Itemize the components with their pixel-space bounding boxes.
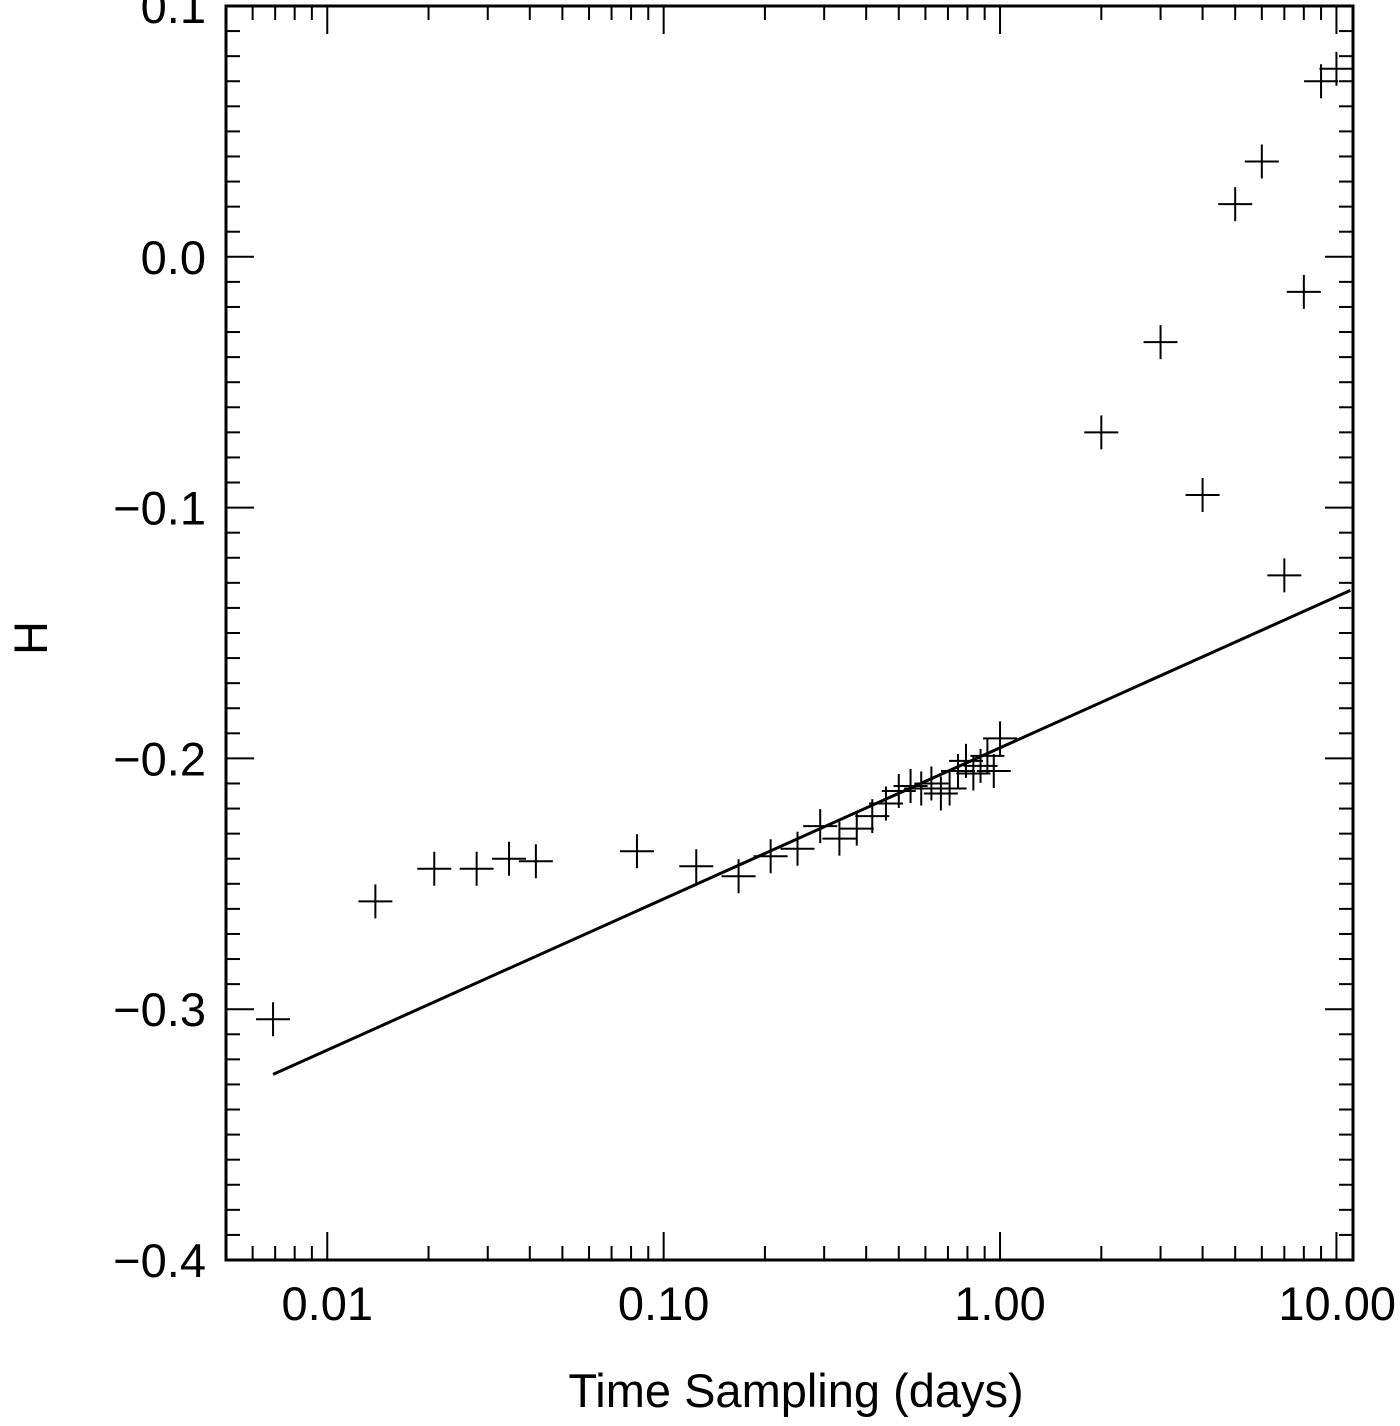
data-point-plus-marker [803, 809, 838, 844]
y-tick-label: 0.0 [141, 231, 206, 284]
data-point-plus-marker [518, 844, 553, 879]
data-point-plus-marker [256, 1002, 291, 1037]
y-tick-label: −0.2 [113, 732, 206, 785]
x-tick-label: 0.01 [282, 1277, 373, 1330]
data-point-plus-marker [1304, 64, 1339, 99]
y-axis-title: H [4, 621, 57, 655]
fit-line [272, 589, 1352, 1076]
data-point-plus-marker [619, 834, 654, 869]
data-point-plus-marker [492, 841, 527, 876]
data-point-plus-marker [970, 738, 1005, 773]
plot-layer: 0.1 0.0 −0.1 −0.2 −0.3 −0.4 0.01 0.10 1.00 10.00 [113, 0, 1396, 1330]
data-point-plus-marker [1244, 144, 1279, 179]
data-point-plus-marker [1143, 325, 1178, 360]
data-point-plus-marker [976, 753, 1011, 788]
y-tick-label: 0.1 [141, 0, 206, 33]
data-point-plus-marker [948, 743, 983, 778]
y-tick-label: −0.4 [113, 1234, 206, 1287]
data-point-plus-marker [459, 851, 494, 886]
y-tick-label: −0.1 [113, 482, 206, 535]
data-point-plus-marker [923, 776, 958, 811]
data-point-plus-marker [358, 884, 393, 919]
data-point-plus-marker [1084, 415, 1119, 450]
data-point-plus-marker [1286, 274, 1321, 309]
x-tick-label: 10.00 [1278, 1277, 1396, 1330]
data-point-plus-marker [822, 821, 857, 856]
data-point-plus-marker [932, 771, 967, 806]
data-point-plus-marker [1218, 187, 1253, 222]
data-point-plus-marker [839, 811, 874, 846]
x-tick-label: 0.10 [618, 1277, 709, 1330]
data-point-plus-marker [1267, 558, 1302, 593]
data-point-plus-marker [417, 851, 452, 886]
data-point-plus-marker [679, 849, 714, 884]
x-axis-title: Time Sampling (days) [568, 1364, 1023, 1417]
y-tick-label: −0.3 [113, 983, 206, 1036]
data-point-plus-marker [983, 721, 1018, 756]
data-point-plus-marker [956, 756, 991, 791]
data-point-plus-marker [963, 748, 998, 783]
data-point-plus-marker [1319, 51, 1354, 86]
x-tick-label: 1.00 [954, 1277, 1045, 1330]
data-point-plus-marker [1185, 478, 1220, 513]
